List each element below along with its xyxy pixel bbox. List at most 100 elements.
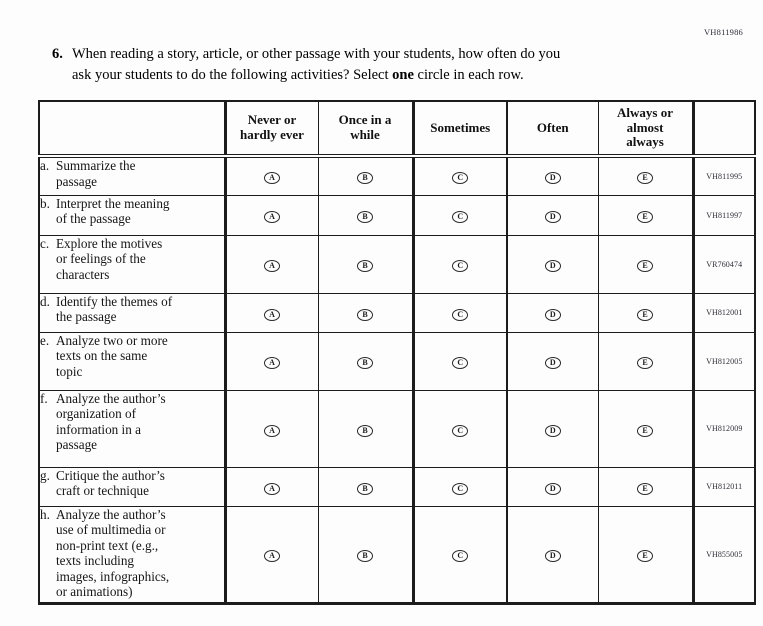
option-circle-d[interactable]: D xyxy=(544,172,561,185)
option-circle-d[interactable]: D xyxy=(544,260,561,272)
option-cell: C xyxy=(411,194,507,235)
option-circle-a[interactable]: A xyxy=(264,424,280,437)
option-circle-d[interactable]: D xyxy=(544,211,561,223)
option-cell: D xyxy=(506,466,598,506)
option-cell: A xyxy=(223,389,318,467)
column-header-sometimes: Sometimes xyxy=(411,101,507,158)
row-admin-code: VH855005 xyxy=(691,505,755,603)
option-cell: C xyxy=(411,234,507,293)
option-circle-c[interactable]: C xyxy=(452,308,469,321)
option-circle-b[interactable]: B xyxy=(357,357,373,369)
option-circle-d[interactable]: D xyxy=(544,482,561,495)
stem-header-cell xyxy=(39,101,225,158)
option-circle-a[interactable]: A xyxy=(264,211,280,223)
row-activity-text: Analyze the author’s organization of inf… xyxy=(56,390,166,453)
option-cell: C xyxy=(411,389,507,467)
option-cell: E xyxy=(597,505,693,603)
question-text-before: When reading a story, article, or other … xyxy=(72,46,561,84)
option-cell: E xyxy=(597,234,693,293)
option-cell: D xyxy=(506,155,598,195)
option-circle-c[interactable]: C xyxy=(452,424,469,437)
row-letter: f. xyxy=(40,390,48,406)
option-cell: B xyxy=(317,331,413,390)
option-circle-b[interactable]: B xyxy=(357,482,373,495)
option-circle-e[interactable]: E xyxy=(637,424,653,437)
option-circle-c[interactable]: C xyxy=(452,172,469,185)
row-letter: b. xyxy=(40,195,50,211)
row-admin-code: VH811997 xyxy=(691,194,755,235)
option-cell: E xyxy=(597,466,693,506)
table-row: e. Analyze two or more texts on the same … xyxy=(39,331,755,390)
option-cell: D xyxy=(506,234,598,293)
column-header-always: Always or almost always xyxy=(597,101,693,158)
option-cell: B xyxy=(317,194,413,235)
option-circle-b[interactable]: B xyxy=(357,550,373,562)
option-circle-e[interactable]: E xyxy=(637,550,653,562)
option-cell: A xyxy=(223,234,318,293)
option-circle-e[interactable]: E xyxy=(637,357,653,369)
table-row: f. Analyze the author’s organization of i… xyxy=(39,389,755,467)
row-admin-code: VH811995 xyxy=(691,155,755,195)
option-cell: E xyxy=(597,155,693,195)
row-letter: c. xyxy=(40,235,50,251)
option-circle-a[interactable]: A xyxy=(264,357,280,369)
option-circle-a[interactable]: A xyxy=(264,482,280,495)
option-circle-b[interactable]: B xyxy=(357,260,373,272)
option-circle-b[interactable]: B xyxy=(357,424,373,437)
option-circle-d[interactable]: D xyxy=(544,308,561,321)
table-row: a. Summarize the passage A B C D E VH811995 xyxy=(39,155,755,195)
column-header-once-in-a-while: Once in a while xyxy=(317,101,413,158)
option-circle-e[interactable]: E xyxy=(637,260,653,272)
option-circle-b[interactable]: B xyxy=(357,211,373,223)
option-circle-c[interactable]: C xyxy=(452,357,469,369)
option-cell: A xyxy=(223,466,318,506)
option-circle-c[interactable]: C xyxy=(452,482,469,495)
row-stem: a. Summarize the passage xyxy=(39,155,225,195)
option-circle-e[interactable]: E xyxy=(637,172,653,185)
bold-emphasis: one xyxy=(392,67,414,84)
option-cell: D xyxy=(506,331,598,390)
row-activity-text: Analyze two or more texts on the same to… xyxy=(56,332,168,379)
option-cell: C xyxy=(411,155,507,195)
option-circle-d[interactable]: D xyxy=(544,357,561,369)
row-stem: h. Analyze the author’s use of multimedia… xyxy=(39,505,225,603)
option-cell: C xyxy=(411,505,507,603)
option-circle-d[interactable]: D xyxy=(544,550,561,562)
option-circle-e[interactable]: E xyxy=(637,308,653,321)
row-stem: e. Analyze two or more texts on the same … xyxy=(39,331,225,390)
row-activity-text: Summarize the passage xyxy=(56,158,136,189)
option-cell: B xyxy=(317,466,413,506)
option-cell: C xyxy=(411,331,507,390)
option-cell: C xyxy=(411,466,507,506)
option-circle-a[interactable]: A xyxy=(264,308,280,321)
option-circle-e[interactable]: E xyxy=(637,211,653,223)
option-circle-a[interactable]: A xyxy=(264,172,280,185)
row-letter: a. xyxy=(40,158,50,173)
row-stem: c. Explore the motives or feelings of the… xyxy=(39,234,225,293)
option-circle-b[interactable]: B xyxy=(357,308,373,321)
row-stem: b. Interpret the meaning of the passage xyxy=(39,194,225,235)
option-circle-d[interactable]: D xyxy=(544,424,561,437)
option-circle-e[interactable]: E xyxy=(637,482,653,495)
table-row: h. Analyze the author’s use of multimedia… xyxy=(39,505,755,603)
table-row: g. Critique the author’s craft or techniq… xyxy=(39,466,755,506)
question-6: 6. When reading a story, article, or oth… xyxy=(52,44,712,86)
option-cell: A xyxy=(223,292,318,332)
column-header-never: Never or hardly ever xyxy=(223,101,318,158)
option-circle-c[interactable]: C xyxy=(452,260,469,272)
row-letter: h. xyxy=(40,506,50,522)
option-cell: E xyxy=(597,331,693,390)
option-circle-a[interactable]: A xyxy=(264,260,280,272)
row-letter: g. xyxy=(40,467,50,483)
option-cell: A xyxy=(223,505,318,603)
option-circle-b[interactable]: B xyxy=(357,172,373,185)
table-header-row: Never or hardly ever Once in a while Som… xyxy=(39,101,755,158)
row-stem: g. Critique the author’s craft or techniq… xyxy=(39,466,225,506)
option-cell: B xyxy=(317,155,413,195)
option-circle-c[interactable]: C xyxy=(452,211,469,223)
option-cell: B xyxy=(317,234,413,293)
option-circle-c[interactable]: C xyxy=(452,550,469,562)
page-admin-code: VH811986 xyxy=(703,27,743,37)
option-cell: A xyxy=(223,194,318,235)
option-circle-a[interactable]: A xyxy=(264,550,280,562)
